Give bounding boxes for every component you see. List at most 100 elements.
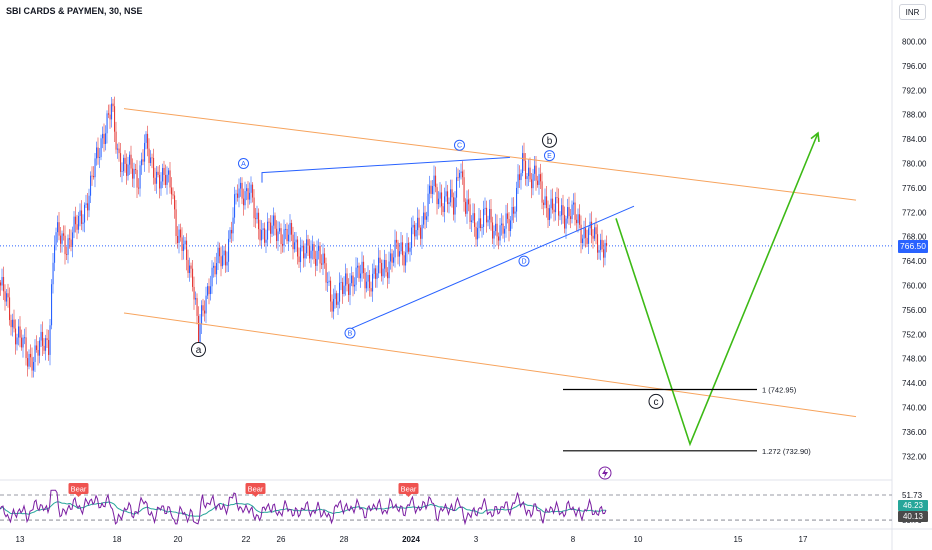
- fib-level-label: 1.272 (732.90): [762, 447, 811, 456]
- bear-divergence-label: Bear: [68, 483, 89, 497]
- candle-body: [165, 174, 167, 185]
- price-tick-label: 776.00: [902, 184, 927, 193]
- candle-body: [142, 159, 144, 162]
- candle-body: [378, 257, 380, 274]
- wave-label-text: a: [196, 345, 202, 356]
- candle-body: [45, 338, 47, 351]
- candle-body: [75, 216, 77, 225]
- time-tick-label: 15: [734, 535, 743, 544]
- price-tick-label: 784.00: [902, 135, 927, 144]
- candle-body: [193, 286, 195, 300]
- candle-body: [343, 285, 345, 294]
- candle-body: [475, 226, 477, 240]
- candle-body: [309, 245, 311, 259]
- candle-body: [306, 239, 308, 254]
- candle-body: [160, 181, 162, 189]
- candle-body: [582, 238, 584, 244]
- candle-body: [111, 103, 113, 120]
- candle-body: [388, 261, 390, 279]
- candle-body: [552, 198, 554, 210]
- wave-label-text: A: [241, 161, 246, 168]
- candle-body: [456, 177, 458, 198]
- rsi-ma-line: [0, 501, 607, 517]
- candle-body: [64, 235, 66, 255]
- candle-body: [457, 177, 459, 179]
- price-tick-label: 800.00: [902, 38, 927, 47]
- time-tick-label: 17: [799, 535, 808, 544]
- candle-body: [211, 267, 213, 287]
- candle-body: [532, 173, 534, 189]
- candle-body: [27, 358, 29, 367]
- candle-body: [412, 224, 414, 228]
- candle-body: [262, 228, 264, 230]
- bear-label-bg: [245, 483, 266, 494]
- candle-body: [72, 232, 74, 247]
- candle-body: [135, 169, 137, 170]
- candle-body: [246, 188, 248, 192]
- candle-body: [288, 234, 290, 242]
- candle-body: [231, 229, 233, 234]
- candle-body: [250, 184, 252, 193]
- currency-button[interactable]: INR: [899, 4, 926, 20]
- candle-body: [579, 214, 581, 225]
- fib-level-label: 1 (742.95): [762, 386, 797, 395]
- candle-body: [255, 218, 257, 220]
- candle-body: [259, 229, 261, 241]
- candle-body: [357, 265, 359, 268]
- candle-body: [202, 305, 204, 311]
- candle-body: [442, 206, 444, 212]
- candle-body: [394, 239, 396, 258]
- candle-body: [136, 169, 138, 188]
- time-tick-label: 20: [174, 535, 183, 544]
- candle-body: [421, 224, 423, 239]
- candle-body: [366, 281, 368, 289]
- candle-body: [7, 293, 9, 298]
- candle-body: [235, 193, 237, 195]
- candle-body: [49, 325, 51, 355]
- candle-body: [601, 239, 603, 250]
- candle-body: [0, 282, 2, 286]
- wave-label-c: c: [648, 393, 664, 409]
- candle-body: [9, 297, 11, 321]
- candle-body: [195, 298, 197, 300]
- wave-label-text: D: [521, 259, 526, 266]
- last-price-tag: 766.50: [898, 240, 928, 253]
- candle-body: [363, 261, 365, 273]
- wave-label-circle: [518, 255, 530, 267]
- candle-body: [549, 208, 551, 221]
- candle-body: [87, 203, 89, 211]
- wave-label-b: b: [542, 132, 557, 148]
- candle-body: [348, 284, 350, 295]
- candle-body: [600, 239, 602, 251]
- candle-body: [316, 250, 318, 266]
- candle-body: [546, 196, 548, 209]
- candle-body: [319, 245, 321, 264]
- candle-body: [145, 133, 147, 143]
- candle-body: [495, 223, 497, 232]
- candle-body: [210, 286, 212, 295]
- candle-body: [117, 148, 119, 150]
- candle-body: [60, 235, 62, 244]
- candle-body: [451, 189, 453, 198]
- candle-body: [349, 283, 351, 295]
- candle-body: [21, 337, 23, 348]
- candle-body: [591, 221, 593, 236]
- candle-body: [403, 255, 405, 266]
- candle-body: [487, 219, 489, 223]
- candle-body: [96, 147, 98, 159]
- candle-body: [339, 282, 341, 302]
- candle-body: [48, 340, 50, 355]
- candle-body: [484, 207, 486, 210]
- price-tick-label: 736.00: [902, 428, 927, 437]
- candle-body: [4, 291, 6, 302]
- candle-body: [493, 231, 495, 239]
- candle-body: [220, 256, 222, 267]
- candle-body: [42, 331, 44, 346]
- candle-body: [526, 176, 528, 180]
- candle-body: [286, 228, 288, 242]
- candle-body: [279, 228, 281, 232]
- candle-body: [337, 301, 339, 305]
- candle-body: [586, 237, 588, 244]
- candle-body: [36, 345, 38, 350]
